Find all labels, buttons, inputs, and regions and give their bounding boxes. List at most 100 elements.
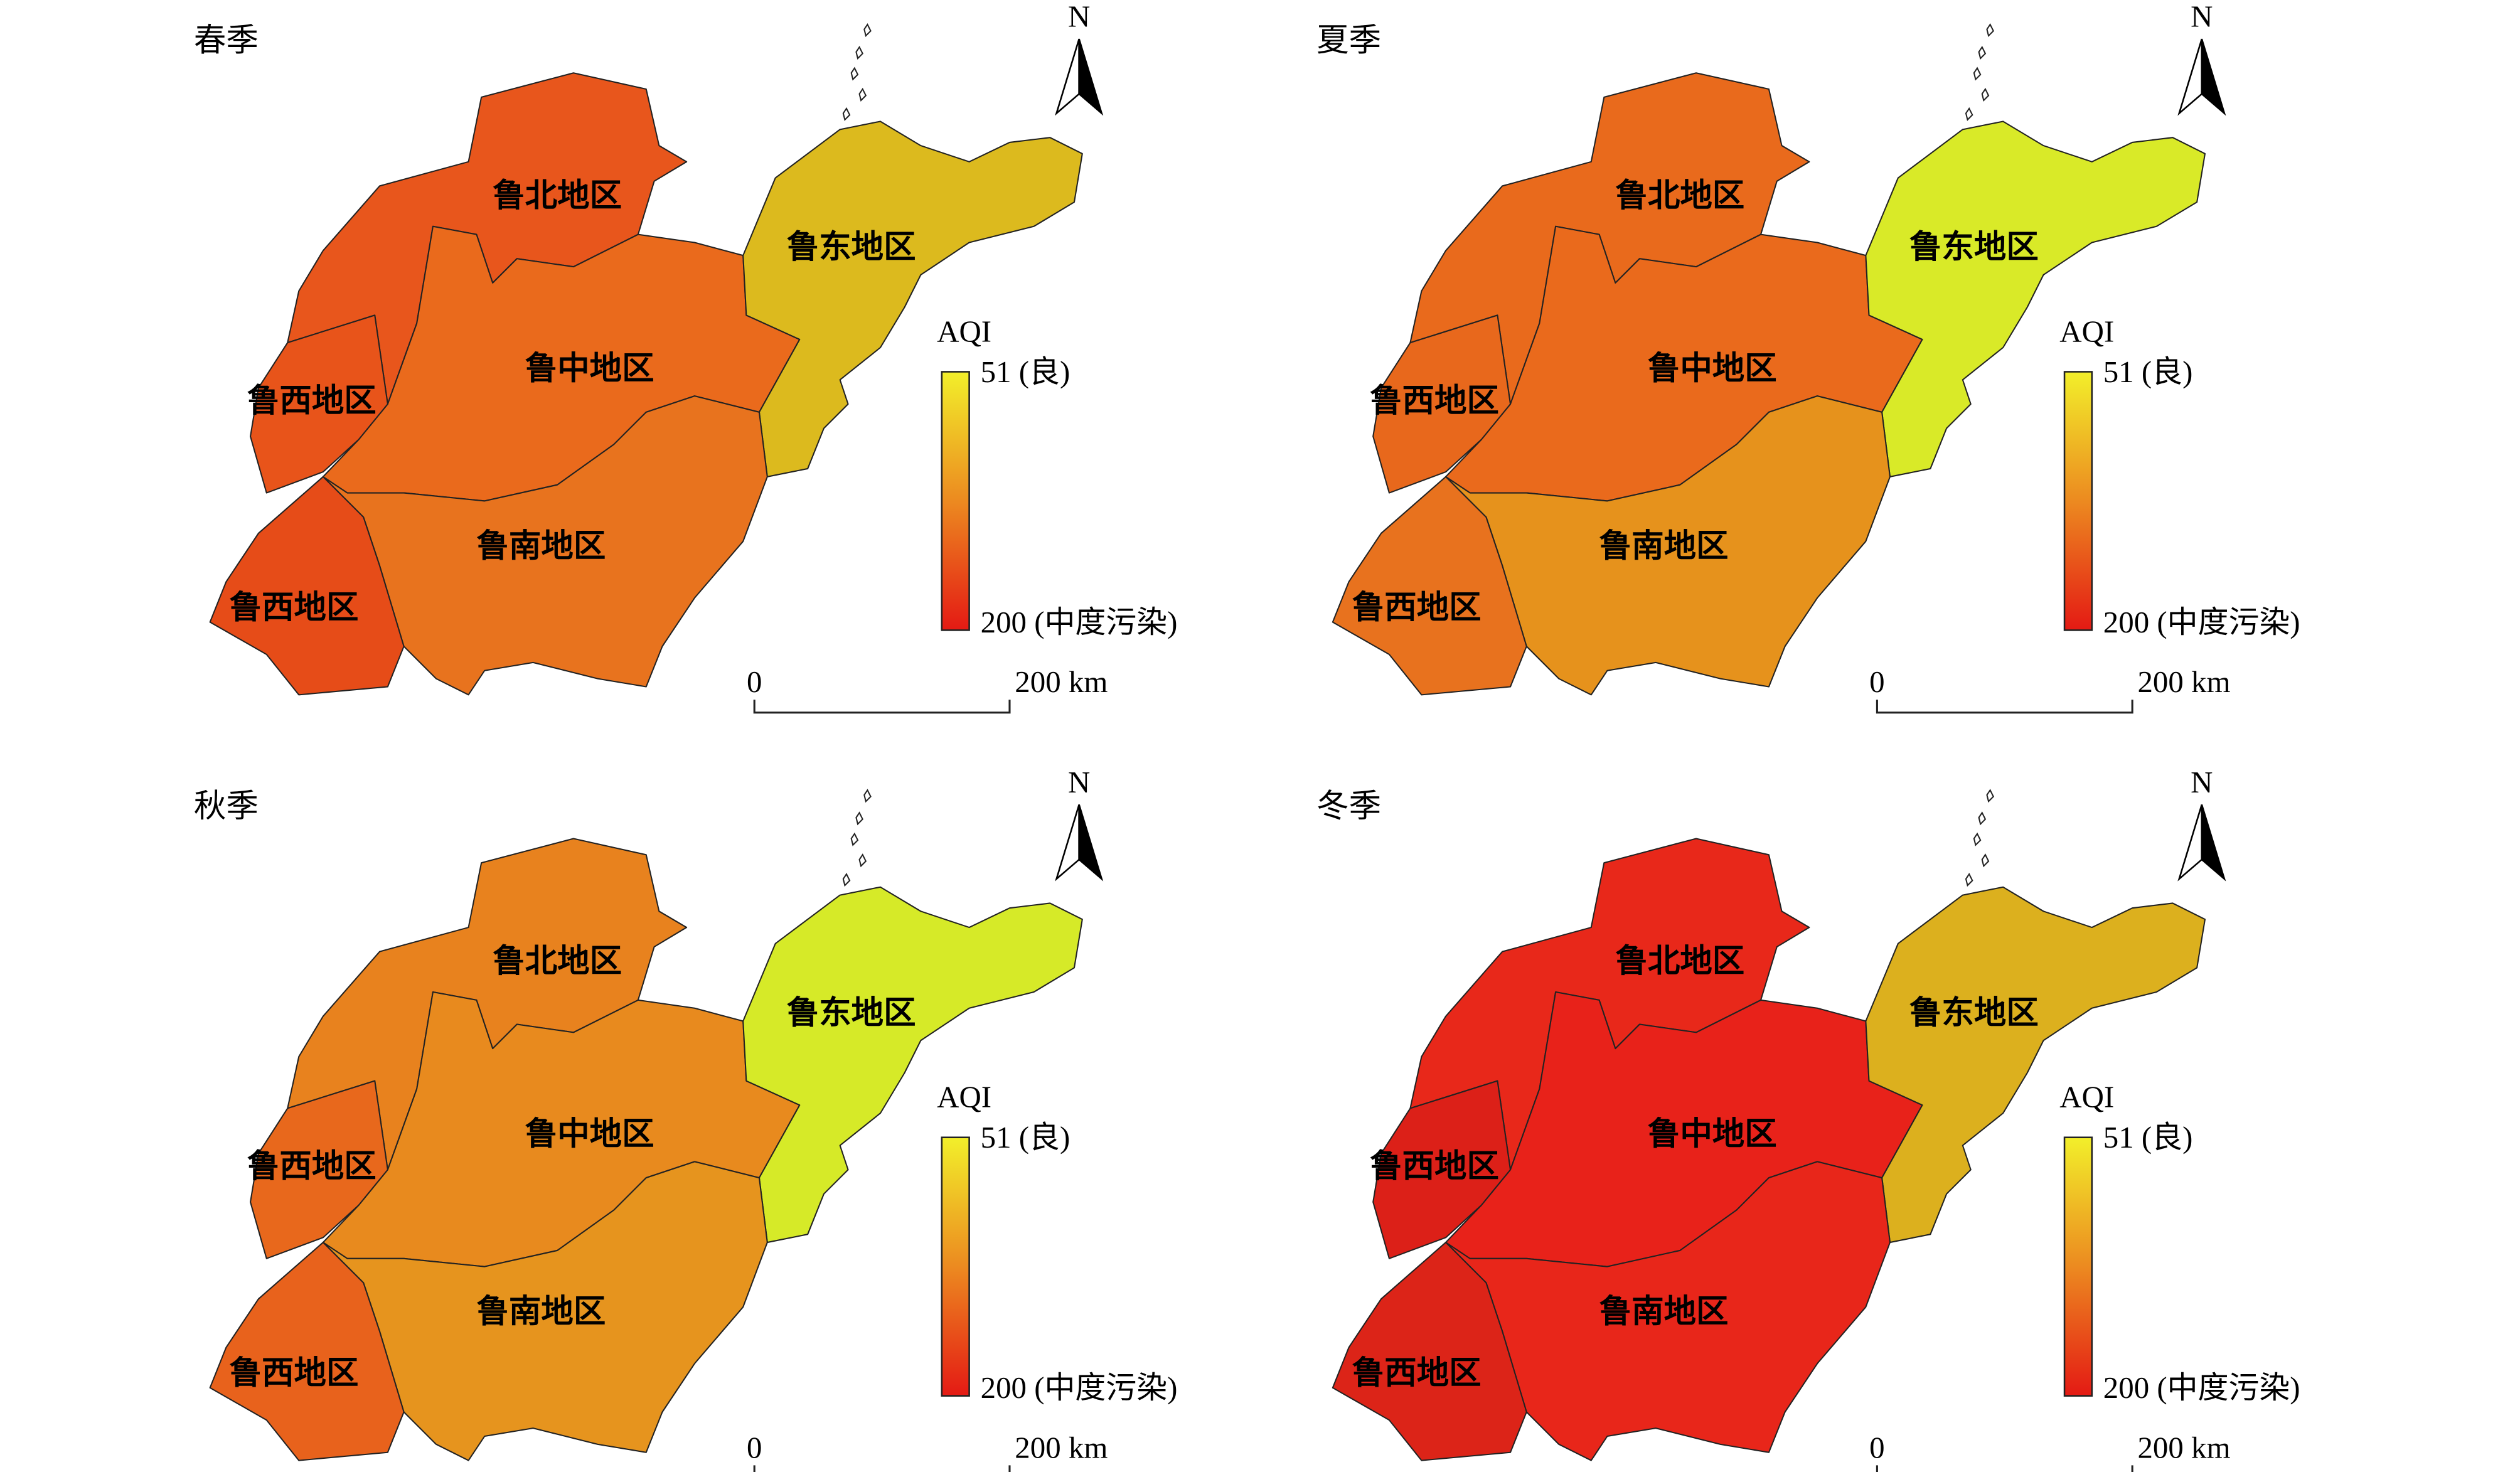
north-arrow-left [2177, 38, 2203, 116]
legend-bottom-label: 200 (中度污染) [981, 1370, 1178, 1405]
panel-title: 夏季 [1316, 23, 1381, 59]
region-label: 鲁南地区 [1599, 528, 1729, 564]
scale-bar [753, 1465, 1011, 1472]
region-label: 鲁北地区 [1615, 944, 1744, 979]
region-label: 鲁中地区 [525, 1117, 654, 1153]
scale-end: 200 km [2137, 1430, 2230, 1464]
region-label: 鲁中地区 [1648, 351, 1777, 387]
island [1965, 107, 1973, 121]
legend-bottom-label: 200 (中度污染) [2103, 605, 2300, 639]
legend-title: AQI [937, 314, 991, 348]
region [249, 1080, 388, 1259]
island [1981, 87, 1990, 102]
island [842, 107, 851, 121]
island [855, 45, 863, 60]
north-label: N [1068, 0, 1090, 33]
scale-start: 0 [1869, 664, 1884, 699]
legend-bottom-label: 200 (中度污染) [2103, 1370, 2300, 1405]
legend-title: AQI [2059, 314, 2114, 348]
island [850, 67, 859, 81]
island [858, 87, 867, 102]
north-arrow-left [2177, 804, 2203, 882]
island [855, 811, 863, 826]
region [249, 314, 388, 494]
region [1372, 1080, 1512, 1259]
legend-ramp [2063, 371, 2093, 631]
region-label: 鲁南地区 [476, 1294, 606, 1330]
scale-bar [753, 700, 1011, 714]
region [209, 1242, 405, 1461]
region [322, 395, 768, 696]
region-label: 鲁东地区 [1909, 995, 2039, 1031]
region [322, 1161, 768, 1461]
island [863, 23, 872, 38]
region-label: 鲁南地区 [476, 528, 606, 564]
north-arrow-right [1078, 38, 1104, 116]
island [1978, 45, 1987, 60]
region-label: 鲁北地区 [493, 944, 622, 979]
north-label: N [2191, 0, 2213, 33]
north-arrow-left [1055, 804, 1080, 882]
region-label: 鲁东地区 [1909, 230, 2039, 265]
scale-end: 200 km [2137, 664, 2230, 699]
legend-bottom-label: 200 (中度污染) [981, 605, 1178, 639]
north-label: N [1068, 765, 1090, 799]
region-label: 鲁西地区 [1352, 1356, 1482, 1392]
island [850, 832, 859, 846]
region-label: 鲁西地区 [1370, 383, 1499, 419]
region [1865, 120, 2206, 477]
region-label: 鲁中地区 [525, 351, 654, 387]
scale-end: 200 km [1015, 1430, 1108, 1464]
north-arrow-right [2201, 38, 2226, 116]
legend-title: AQI [937, 1080, 991, 1114]
scale-start: 0 [747, 1430, 762, 1464]
region-label: 鲁西地区 [1370, 1149, 1499, 1185]
scale-start: 0 [747, 664, 762, 699]
island [1981, 853, 1990, 868]
region-label: 鲁西地区 [230, 1356, 359, 1392]
region [742, 886, 1083, 1244]
legend-top-label: 51 (良) [2103, 1120, 2193, 1155]
region-label: 鲁北地区 [1615, 178, 1744, 214]
island [1986, 23, 1995, 38]
island [1965, 873, 1973, 887]
region-label: 鲁东地区 [787, 230, 916, 265]
region-label: 鲁东地区 [787, 995, 916, 1031]
panel-title: 冬季 [1316, 789, 1381, 824]
legend-ramp [941, 371, 970, 631]
island [1973, 67, 1982, 81]
region [742, 120, 1083, 477]
region [1445, 1161, 1891, 1461]
region [209, 476, 405, 696]
region-label: 鲁中地区 [1648, 1117, 1777, 1153]
region [1865, 886, 2206, 1244]
island [863, 789, 872, 803]
scale-bar [1876, 700, 2133, 714]
legend-ramp [2063, 1136, 2093, 1397]
panel-title: 春季 [194, 23, 259, 59]
island [842, 873, 851, 887]
north-arrow-left [1055, 38, 1080, 116]
region-label: 鲁西地区 [247, 1149, 376, 1185]
north-arrow-right [1078, 804, 1104, 882]
scale-bar [1876, 1465, 2133, 1472]
region-label: 鲁西地区 [1352, 590, 1482, 626]
island [1973, 832, 1982, 846]
region [1332, 476, 1527, 696]
legend-top-label: 51 (良) [981, 1120, 1070, 1155]
scale-end: 200 km [1015, 664, 1108, 699]
legend-ramp [941, 1136, 970, 1397]
region-label: 鲁北地区 [493, 178, 622, 214]
island [858, 853, 867, 868]
scale-start: 0 [1869, 1430, 1884, 1464]
legend-top-label: 51 (良) [981, 355, 1070, 389]
panel-title: 秋季 [194, 789, 259, 824]
north-arrow-right [2201, 804, 2226, 882]
legend-top-label: 51 (良) [2103, 355, 2193, 389]
region-label: 鲁西地区 [230, 590, 359, 626]
